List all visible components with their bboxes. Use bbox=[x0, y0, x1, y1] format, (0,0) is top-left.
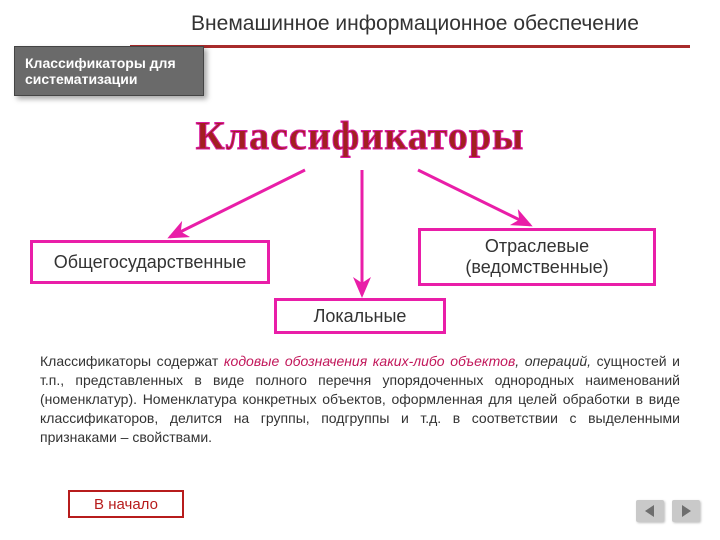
triangle-right-icon bbox=[679, 504, 693, 518]
back-to-start-button[interactable]: В начало bbox=[68, 490, 184, 518]
section-tag: Классификаторы для систематизации bbox=[14, 46, 204, 96]
back-to-start-label: В начало bbox=[94, 496, 158, 513]
para-mid: , операций, bbox=[515, 353, 591, 369]
page-title: Внемашинное информационное обеспечение bbox=[130, 12, 700, 36]
diagram-node-n3: Локальные bbox=[274, 298, 446, 334]
diagram-node-n2: Отраслевые (ведомственные) bbox=[418, 228, 656, 286]
next-button[interactable] bbox=[672, 500, 700, 522]
main-heading: Классификаторы bbox=[0, 112, 720, 159]
diagram-node-n1: Общегосударственные bbox=[30, 240, 270, 284]
description-paragraph: Классификаторы содержат кодовые обозначе… bbox=[40, 352, 680, 446]
para-lead: Классификаторы содержат bbox=[40, 353, 224, 369]
prev-button[interactable] bbox=[636, 500, 664, 522]
triangle-left-icon bbox=[643, 504, 657, 518]
title-rule bbox=[130, 44, 690, 48]
para-highlight: кодовые обозначения каких-либо объектов bbox=[224, 353, 515, 369]
